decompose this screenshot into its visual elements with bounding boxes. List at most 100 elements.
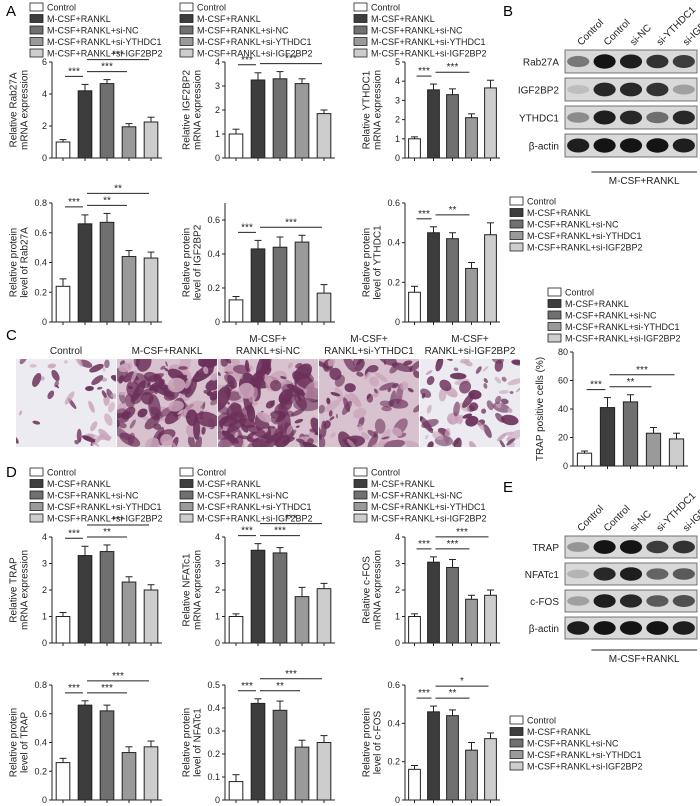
blot-lane-label: Control <box>576 18 607 49</box>
bar-chart-d4: 0 0.2 0.4 0.6 0.8 Relative proteinlevel of TR… <box>9 671 162 805</box>
blot-band <box>619 621 643 635</box>
micrograph-cell <box>355 359 365 372</box>
micrograph-cell <box>40 376 45 381</box>
treatment-label: M-CSF+RANKL <box>609 176 680 187</box>
micrograph-cell <box>167 377 186 393</box>
legend-label: M-CSF+RANKL+si-IGF2BP2 <box>371 49 487 59</box>
micrograph-cell <box>497 433 507 442</box>
micrograph-cell <box>51 369 60 382</box>
micrograph-cell <box>171 442 177 447</box>
micrograph-cell <box>187 435 195 447</box>
legend-swatch <box>509 750 524 759</box>
y-axis-label-line: level of YTHDC1 <box>373 225 384 300</box>
micrograph-cell <box>118 422 127 429</box>
micrograph-label: RANKL+si-NC <box>236 346 300 357</box>
micrograph-cell <box>421 418 439 429</box>
legend-label: M-CSF+RANKL+si-NC <box>565 311 657 321</box>
sig-label: *** <box>285 514 297 525</box>
blot-band <box>567 85 590 94</box>
bar <box>668 438 685 467</box>
bar <box>465 117 478 159</box>
y-axis-label: Relative NFATc1mRNA expression <box>182 550 204 630</box>
blot-band <box>619 540 643 554</box>
micrograph-cell <box>462 413 473 419</box>
micrograph-cell <box>319 426 323 440</box>
micrograph-cell <box>104 413 113 426</box>
bar <box>143 121 159 159</box>
y-tick-label: 0.3 <box>207 726 220 736</box>
bar <box>446 566 459 644</box>
micrograph-cell <box>198 416 204 420</box>
y-tick-label: 0 <box>215 153 220 163</box>
bar <box>484 87 497 159</box>
bar <box>250 79 266 159</box>
y-tick-label: 0.2 <box>387 277 400 287</box>
legend-swatch <box>509 242 524 252</box>
legend-swatch <box>29 2 44 12</box>
micrograph-cell <box>319 404 325 414</box>
legend-swatch <box>29 14 44 23</box>
blot-band <box>619 82 643 97</box>
micrograph-cell <box>91 375 104 386</box>
micrograph-cell <box>453 367 459 372</box>
legend-swatch <box>29 479 44 488</box>
blot-row-label: NFATc1 <box>525 570 560 581</box>
legend-label: Control <box>371 3 400 13</box>
micrograph-cell <box>501 414 519 426</box>
y-axis-label-line: Relative protein <box>9 228 20 297</box>
y-tick-label: 40 <box>558 404 568 414</box>
micrograph-cell <box>381 406 392 412</box>
bar <box>294 241 310 323</box>
y-axis-label-line: Relative Rab27A <box>9 72 20 147</box>
micrograph-cell <box>282 380 293 385</box>
legend-swatch <box>29 25 44 35</box>
micrograph-cell <box>452 438 460 446</box>
bar <box>316 113 332 159</box>
bar <box>465 749 478 801</box>
sig-label: *** <box>418 688 430 699</box>
micrograph-cell <box>356 371 364 377</box>
micrograph-cell <box>256 411 272 423</box>
bar <box>250 702 266 801</box>
legends-layer: ControlM-CSF+RANKLM-CSF+RANKL+si-NCM-CSF… <box>29 2 681 772</box>
blot-lane-label: Control <box>602 504 633 535</box>
legend-swatch <box>179 48 194 58</box>
micrograph-cell <box>295 425 300 428</box>
y-axis-label-line: Relative protein <box>182 708 193 777</box>
micrograph-cell <box>367 365 379 373</box>
y-axis-label-line: mRNA expression <box>193 550 204 630</box>
bar <box>427 232 440 323</box>
y-tick-label: 3 <box>215 559 220 569</box>
blot-band <box>567 569 590 579</box>
bar <box>645 432 662 467</box>
micrograph-cell <box>486 400 494 411</box>
y-tick-label: 3 <box>395 95 400 105</box>
blot-band <box>567 112 590 123</box>
micrograph-cell <box>123 371 135 383</box>
legend-swatch <box>353 479 368 488</box>
micrograph-label: M-CSF+ <box>451 334 489 345</box>
legend-swatch <box>353 37 368 46</box>
bar <box>55 285 71 323</box>
y-axis-label: Relative IGF2BP2mRNA expression <box>182 70 204 150</box>
y-tick-label: 0 <box>215 317 220 327</box>
micrograph-cell <box>118 375 125 384</box>
micrograph-cell <box>202 359 207 369</box>
micrograph-cell <box>424 434 429 440</box>
micrograph-cell <box>130 392 142 405</box>
y-tick-label: 1 <box>215 612 220 622</box>
micrograph-cell <box>117 419 120 428</box>
micrograph-cell <box>373 388 378 394</box>
sig-label: ** <box>103 527 111 538</box>
micrograph-cell <box>427 441 434 447</box>
legend-label: M-CSF+RANKL <box>527 727 591 737</box>
micrograph-cell <box>343 397 351 413</box>
micrograph-cell <box>286 424 293 435</box>
y-axis-label: Relative proteinlevel of TRAP <box>9 708 31 777</box>
bar <box>427 711 440 801</box>
micrograph-cell <box>498 390 510 394</box>
sig-label: *** <box>68 528 80 539</box>
legend-swatch <box>509 231 524 240</box>
